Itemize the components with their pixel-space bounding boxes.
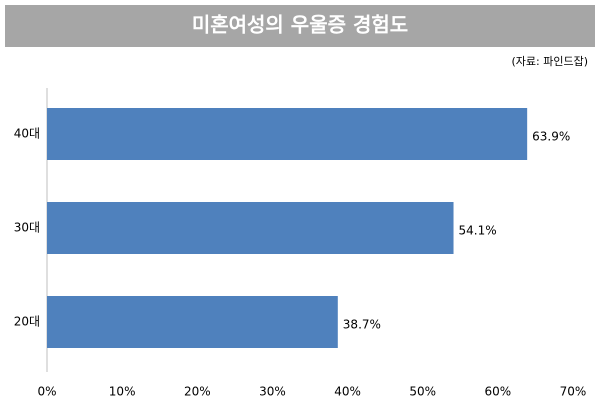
source: (자료: 파인드잡) — [511, 55, 588, 68]
value-label: 54.1% — [459, 224, 497, 238]
y-tick-label: 30대 — [14, 221, 40, 235]
title-banner — [5, 5, 595, 47]
x-tick-label: 70% — [560, 385, 587, 399]
x-tick-label: 30% — [259, 385, 286, 399]
y-tick-label: 40대 — [14, 127, 40, 141]
value-label: 63.9% — [532, 130, 570, 144]
y-tick-label: 20대 — [14, 315, 40, 329]
chart-title: 미혼여성의 우울증 경험도 — [192, 13, 408, 37]
value-label: 38.7% — [343, 318, 381, 332]
x-tick-label: 50% — [409, 385, 436, 399]
x-tick-label: 40% — [334, 385, 361, 399]
x-tick-label: 0% — [37, 385, 56, 399]
x-tick-label: 10% — [109, 385, 136, 399]
bar — [47, 202, 454, 254]
bar — [47, 296, 338, 348]
x-tick-label: 20% — [184, 385, 211, 399]
bar — [47, 108, 528, 160]
x-tick-label: 60% — [485, 385, 512, 399]
